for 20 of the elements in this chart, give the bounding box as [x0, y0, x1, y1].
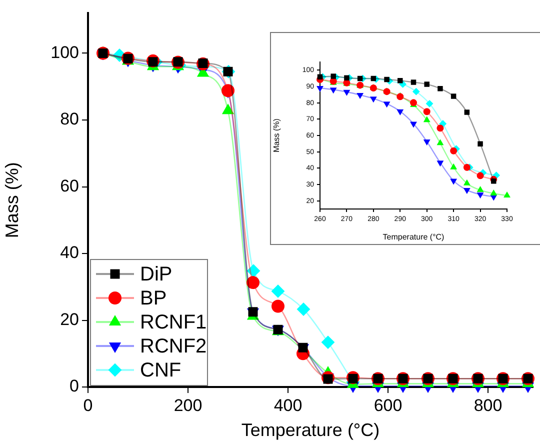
y-tick-label: 60	[60, 176, 79, 196]
legend-label: RCNF2	[140, 336, 207, 358]
y-axis-title: Mass (%)	[272, 118, 282, 152]
legend-label: DiP	[140, 264, 172, 286]
legend-label: BP	[140, 288, 167, 310]
x-axis-title: Temperature (°C)	[382, 232, 445, 242]
y-tick-label: 100	[50, 42, 79, 62]
y-tick-label: 80	[60, 110, 79, 129]
x-tick-label: 800	[474, 396, 502, 415]
x-tick-label: 0	[83, 396, 93, 415]
x-axis-title: Temperature (°C)	[241, 420, 380, 440]
y-axis-title: Mass (%)	[2, 162, 22, 238]
y-tick-label: 20	[60, 310, 79, 329]
legend-label: CNF	[140, 360, 182, 382]
x-tick-label: 600	[374, 396, 402, 415]
legend-label: RCNF1	[140, 312, 207, 334]
x-tick-label: 200	[174, 396, 202, 415]
y-tick-label: 40	[60, 243, 79, 262]
y-tick-label: 0	[70, 376, 79, 396]
x-tick-label: 400	[274, 396, 302, 415]
